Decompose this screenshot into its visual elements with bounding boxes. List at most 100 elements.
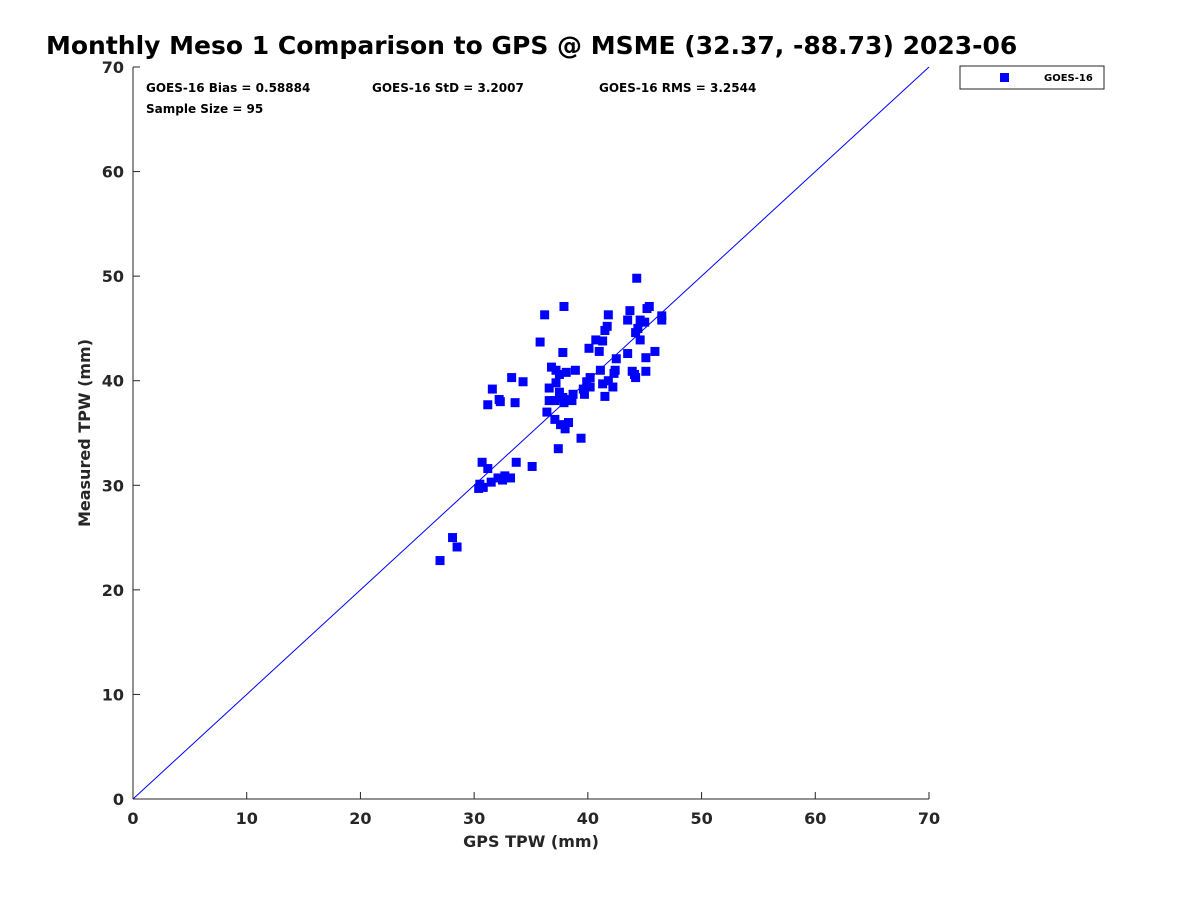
data-point bbox=[585, 382, 595, 392]
y-tick-label: 30 bbox=[102, 476, 124, 495]
data-point bbox=[657, 311, 667, 321]
data-point bbox=[560, 424, 570, 434]
y-tick-label: 70 bbox=[102, 58, 124, 77]
data-point bbox=[478, 482, 488, 492]
data-point bbox=[579, 389, 589, 399]
data-point bbox=[568, 389, 578, 399]
data-point bbox=[641, 366, 651, 376]
legend-label: GOES-16 bbox=[1044, 73, 1093, 84]
x-axis-ticks: 0 10 20 30 40 50 60 70 bbox=[127, 792, 940, 828]
data-point bbox=[591, 335, 601, 345]
data-point bbox=[477, 457, 487, 467]
data-point bbox=[576, 433, 586, 443]
data-point bbox=[600, 391, 610, 401]
legend-box bbox=[959, 65, 1105, 90]
data-point bbox=[623, 349, 633, 359]
data-point bbox=[506, 473, 516, 483]
data-points bbox=[435, 273, 667, 566]
data-point bbox=[585, 373, 595, 383]
data-point bbox=[550, 414, 560, 424]
x-tick-label: 50 bbox=[690, 809, 712, 828]
data-point bbox=[554, 387, 564, 397]
one-to-one-line bbox=[132, 66, 930, 800]
data-point bbox=[594, 346, 604, 356]
data-point bbox=[550, 396, 560, 406]
y-tick-label: 20 bbox=[102, 581, 124, 600]
x-tick-label: 60 bbox=[804, 809, 826, 828]
data-point bbox=[556, 420, 566, 430]
data-point bbox=[635, 315, 645, 325]
data-point bbox=[542, 407, 552, 417]
x-tick-label: 70 bbox=[918, 809, 940, 828]
data-point bbox=[487, 384, 497, 394]
data-point bbox=[511, 457, 521, 467]
data-point bbox=[595, 365, 605, 375]
data-point bbox=[518, 377, 528, 387]
data-point bbox=[633, 323, 643, 333]
x-tick-label: 10 bbox=[236, 809, 258, 828]
data-point bbox=[483, 400, 493, 410]
sample-size-stat: Sample Size = 95 bbox=[146, 102, 263, 116]
legend-marker bbox=[1000, 73, 1009, 82]
data-point bbox=[598, 336, 608, 346]
data-point bbox=[603, 310, 613, 320]
data-point bbox=[625, 306, 635, 316]
y-tick-label: 10 bbox=[102, 685, 124, 704]
data-point bbox=[598, 379, 608, 389]
data-point bbox=[561, 367, 571, 377]
data-point bbox=[644, 301, 654, 311]
y-tick-label: 50 bbox=[102, 267, 124, 286]
x-tick-label: 20 bbox=[349, 809, 371, 828]
data-point bbox=[570, 365, 580, 375]
data-point bbox=[558, 392, 568, 402]
data-point bbox=[535, 337, 545, 347]
data-point bbox=[611, 354, 621, 364]
y-tick-label: 60 bbox=[102, 163, 124, 182]
chart-title: Monthly Meso 1 Comparison to GPS @ MSME … bbox=[46, 31, 1017, 60]
data-point bbox=[559, 301, 569, 311]
data-point bbox=[567, 396, 577, 406]
data-point bbox=[495, 397, 505, 407]
data-point bbox=[546, 362, 556, 372]
data-point bbox=[500, 471, 510, 481]
data-point bbox=[584, 343, 594, 353]
plot-area bbox=[132, 67, 929, 800]
data-point bbox=[551, 378, 561, 388]
data-point bbox=[640, 317, 650, 327]
y-tick-label: 0 bbox=[113, 790, 124, 809]
data-point bbox=[603, 376, 613, 386]
x-tick-label: 30 bbox=[463, 809, 485, 828]
data-point bbox=[554, 369, 564, 379]
rms-stat: GOES-16 RMS = 3.2544 bbox=[599, 81, 756, 95]
data-point bbox=[631, 373, 641, 383]
data-point bbox=[540, 310, 550, 320]
data-point bbox=[486, 477, 496, 487]
y-axis-label: Measured TPW (mm) bbox=[75, 339, 94, 527]
data-point bbox=[527, 461, 537, 471]
data-point bbox=[435, 556, 445, 566]
x-axis-label: GPS TPW (mm) bbox=[463, 832, 599, 851]
data-point bbox=[602, 321, 612, 331]
data-point bbox=[493, 473, 503, 483]
data-point bbox=[544, 396, 554, 406]
data-point bbox=[641, 353, 651, 363]
y-axis-ticks: 0 10 20 30 40 50 60 70 bbox=[102, 58, 140, 809]
y-tick-label: 40 bbox=[102, 372, 124, 391]
data-point bbox=[608, 382, 618, 392]
data-point bbox=[448, 533, 458, 543]
data-point bbox=[564, 418, 574, 428]
data-point bbox=[553, 444, 563, 454]
data-point bbox=[558, 347, 568, 357]
data-point bbox=[650, 346, 660, 356]
data-point bbox=[452, 542, 462, 552]
bias-stat: GOES-16 Bias = 0.58884 bbox=[146, 81, 310, 95]
x-tick-label: 0 bbox=[127, 809, 138, 828]
x-tick-label: 40 bbox=[577, 809, 599, 828]
data-point bbox=[610, 365, 620, 375]
data-point bbox=[544, 383, 554, 393]
data-point bbox=[632, 273, 642, 283]
data-point bbox=[562, 395, 572, 405]
data-point bbox=[623, 315, 633, 325]
data-point bbox=[483, 464, 493, 474]
